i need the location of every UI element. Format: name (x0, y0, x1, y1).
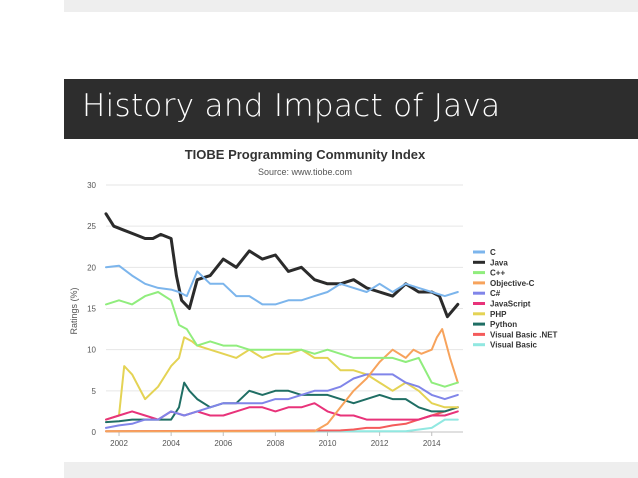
legend-label-visual-basic: Visual Basic (490, 341, 538, 350)
series-line-javascript (105, 402, 459, 421)
chart-subtitle: Source: www.tiobe.com (258, 167, 352, 177)
y-axis-label: Ratings (%) (69, 287, 79, 334)
series-line-php (105, 336, 459, 421)
y-tick-labels: 0 5 10 15 20 25 30 (87, 181, 96, 437)
x-tick-label: 2006 (214, 439, 232, 448)
y-tick-label: 30 (87, 181, 96, 190)
series-line-visual-basic (105, 418, 459, 433)
y-tick-label: 25 (87, 222, 96, 231)
legend-label-c: C# (490, 289, 501, 298)
x-tick-label: 2010 (319, 439, 337, 448)
series-line-c (105, 373, 459, 429)
y-tick-label: 20 (87, 263, 96, 272)
y-tick-label: 5 (92, 387, 97, 396)
x-tick-label: 2014 (423, 439, 441, 448)
x-tick-labels: 2002 2004 2006 2008 2010 2012 2014 (110, 439, 441, 448)
legend-label-visual-basic-net: Visual Basic .NET (490, 330, 558, 339)
chart-title: TIOBE Programming Community Index (185, 147, 426, 162)
series-line-java (104, 212, 460, 319)
y-tick-label: 15 (87, 305, 96, 314)
series-line-python (105, 381, 459, 424)
bottom-band (64, 462, 638, 478)
y-tick-label: 0 (92, 428, 97, 437)
top-band (64, 0, 638, 12)
y-tick-label: 10 (87, 346, 96, 355)
legend-label-objective-c: Objective-C (490, 279, 535, 288)
x-tick-label: 2002 (110, 439, 128, 448)
x-tick-label: 2004 (162, 439, 180, 448)
series-lines (104, 212, 460, 433)
legend-label-c: C (490, 248, 496, 257)
legend-label-c: C++ (490, 269, 505, 278)
series-line-visual-basic-net (105, 406, 459, 433)
x-tick-label: 2008 (266, 439, 284, 448)
series-line-c (105, 291, 459, 388)
title-bar (64, 79, 638, 139)
legend-label-java: Java (490, 258, 508, 267)
slide-title: History and Impact of Java (82, 88, 501, 124)
series-line-objective-c (105, 328, 459, 433)
chart: TIOBE Programming Community Index Source… (69, 147, 558, 448)
x-tick-label: 2012 (371, 439, 389, 448)
legend-label-javascript: JavaScript (490, 300, 531, 309)
legend-label-python: Python (490, 320, 517, 329)
series-line-c (105, 264, 459, 306)
legend-label-php: PHP (490, 310, 507, 319)
